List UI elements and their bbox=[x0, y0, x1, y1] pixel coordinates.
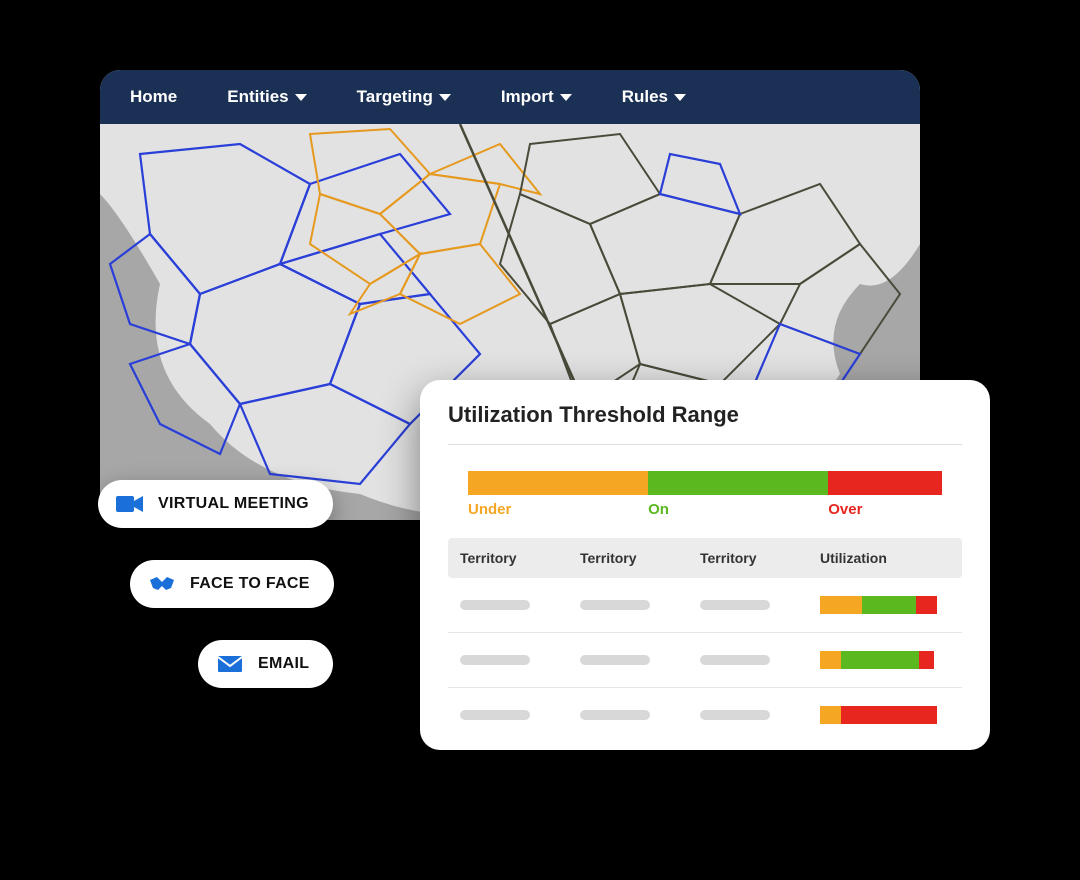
territory-cell bbox=[460, 710, 580, 720]
skeleton-placeholder bbox=[700, 710, 770, 720]
chip-virtual-meeting[interactable]: VIRTUAL MEETING bbox=[98, 480, 333, 528]
territory-cell bbox=[700, 600, 820, 610]
skeleton-placeholder bbox=[580, 600, 650, 610]
skeleton-placeholder bbox=[460, 655, 530, 665]
utilization-segment bbox=[862, 596, 917, 614]
chevron-down-icon bbox=[560, 94, 572, 101]
table-row[interactable] bbox=[448, 633, 962, 688]
chip-label: VIRTUAL MEETING bbox=[158, 495, 309, 513]
territory-cell bbox=[580, 655, 700, 665]
skeleton-placeholder bbox=[700, 655, 770, 665]
territory-cell bbox=[700, 655, 820, 665]
range-over-label: Over bbox=[828, 501, 942, 518]
utilization-segment bbox=[820, 706, 841, 724]
range-on bbox=[648, 471, 828, 495]
utilization-segment bbox=[820, 596, 862, 614]
utilization-segment bbox=[820, 651, 841, 669]
utilization-panel: Utilization Threshold Range Under On Ove… bbox=[420, 380, 990, 750]
nav-label: Home bbox=[130, 87, 177, 107]
territory-cell bbox=[700, 710, 820, 720]
chevron-down-icon bbox=[439, 94, 451, 101]
table-body bbox=[448, 578, 962, 742]
handshake-icon bbox=[148, 572, 176, 596]
chip-label: EMAIL bbox=[258, 655, 309, 673]
table-header: Territory Territory Territory Utilizatio… bbox=[448, 538, 962, 578]
camera-icon bbox=[116, 492, 144, 516]
envelope-icon bbox=[216, 652, 244, 676]
nav-label: Targeting bbox=[357, 87, 433, 107]
col-territory-1: Territory bbox=[460, 550, 580, 566]
col-utilization: Utilization bbox=[820, 550, 950, 566]
chevron-down-icon bbox=[295, 94, 307, 101]
territory-cell bbox=[580, 600, 700, 610]
panel-title: Utilization Threshold Range bbox=[448, 402, 962, 445]
table-row[interactable] bbox=[448, 578, 962, 633]
chip-label: FACE TO FACE bbox=[190, 575, 310, 593]
territory-cell bbox=[460, 600, 580, 610]
nav-label: Entities bbox=[227, 87, 288, 107]
range-under-label: Under bbox=[468, 501, 648, 518]
utilization-segment bbox=[916, 596, 937, 614]
navbar: Home Entities Targeting Import Rules bbox=[100, 70, 920, 124]
nav-label: Rules bbox=[622, 87, 668, 107]
table-row[interactable] bbox=[448, 688, 962, 742]
chip-email[interactable]: EMAIL bbox=[198, 640, 333, 688]
utilization-bar bbox=[820, 651, 950, 669]
range-on-label: On bbox=[648, 501, 828, 518]
col-territory-2: Territory bbox=[580, 550, 700, 566]
nav-label: Import bbox=[501, 87, 554, 107]
range-over bbox=[828, 471, 942, 495]
utilization-segment bbox=[841, 706, 937, 724]
utilization-bar bbox=[820, 596, 950, 614]
utilization-bar bbox=[820, 706, 950, 724]
range-under bbox=[468, 471, 648, 495]
nav-rules[interactable]: Rules bbox=[622, 87, 686, 107]
skeleton-placeholder bbox=[700, 600, 770, 610]
territory-cell bbox=[580, 710, 700, 720]
skeleton-placeholder bbox=[460, 600, 530, 610]
skeleton-placeholder bbox=[580, 710, 650, 720]
nav-import[interactable]: Import bbox=[501, 87, 572, 107]
skeleton-placeholder bbox=[460, 710, 530, 720]
nav-entities[interactable]: Entities bbox=[227, 87, 306, 107]
threshold-range-labels: Under On Over bbox=[468, 501, 942, 518]
skeleton-placeholder bbox=[580, 655, 650, 665]
threshold-range-bar bbox=[468, 471, 942, 495]
chip-face-to-face[interactable]: FACE TO FACE bbox=[130, 560, 334, 608]
col-territory-3: Territory bbox=[700, 550, 820, 566]
territory-cell bbox=[460, 655, 580, 665]
nav-targeting[interactable]: Targeting bbox=[357, 87, 451, 107]
chevron-down-icon bbox=[674, 94, 686, 101]
utilization-segment bbox=[841, 651, 919, 669]
nav-home[interactable]: Home bbox=[130, 87, 177, 107]
utilization-segment bbox=[919, 651, 935, 669]
